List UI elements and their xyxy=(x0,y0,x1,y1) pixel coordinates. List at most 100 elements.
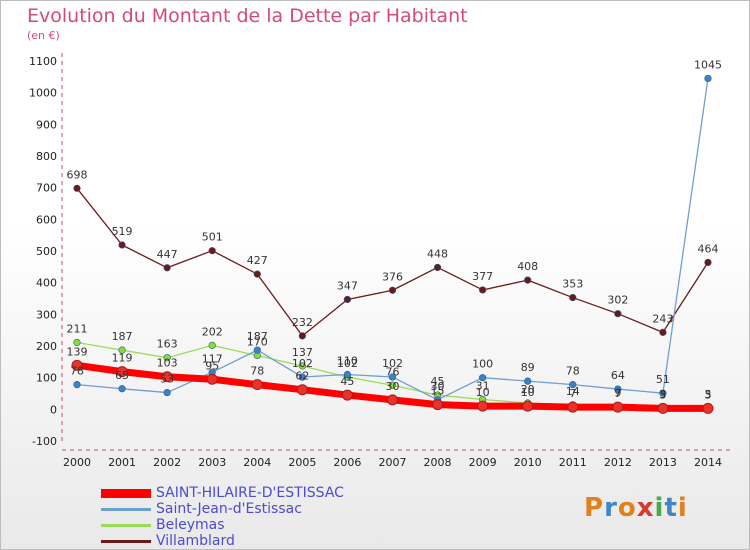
x-tick-label: 2002 xyxy=(153,456,181,469)
logo-letter: P xyxy=(584,493,605,523)
data-point xyxy=(343,295,352,304)
proxiti-logo: Proxiti xyxy=(584,493,688,523)
data-label: 211 xyxy=(67,323,88,336)
data-point xyxy=(163,388,171,397)
data-point xyxy=(433,263,442,272)
y-tick-label: -100 xyxy=(32,435,57,448)
x-tick-label: 2000 xyxy=(63,456,91,469)
data-label: 51 xyxy=(656,373,670,386)
legend-swatch xyxy=(101,489,151,498)
logo-letter: o xyxy=(617,493,637,523)
data-label: 100 xyxy=(472,358,493,371)
chart-axes: -100 0 100 200 300 400 500 600 700 800 900 1000 1100… xyxy=(29,53,731,469)
data-point xyxy=(118,241,126,249)
data-label: 15 xyxy=(431,385,445,398)
data-label: 427 xyxy=(247,254,268,267)
data-point xyxy=(206,373,218,385)
y-tick-label: 800 xyxy=(36,150,57,163)
data-point xyxy=(208,341,216,349)
x-tick-label: 2011 xyxy=(559,456,587,469)
x-tick-label: 2003 xyxy=(198,456,226,469)
data-label: 89 xyxy=(521,361,535,374)
data-label: 45 xyxy=(340,375,354,388)
data-point xyxy=(253,270,261,278)
data-label: 448 xyxy=(427,247,448,260)
data-point xyxy=(298,332,306,340)
data-label: 376 xyxy=(382,270,403,283)
data-label: 7 xyxy=(614,387,621,400)
data-label: 110 xyxy=(337,355,358,368)
data-point xyxy=(657,402,669,414)
data-label: 447 xyxy=(157,248,178,261)
x-tick-label: 2004 xyxy=(243,456,271,469)
y-tick-label: 100 xyxy=(36,372,57,385)
data-point xyxy=(479,286,487,294)
legend-label: Villamblard xyxy=(156,533,235,549)
data-label: 64 xyxy=(611,369,625,382)
y-tick-label: 500 xyxy=(36,245,57,258)
data-label: 187 xyxy=(112,330,133,343)
x-tick-label: 2014 xyxy=(694,456,722,469)
data-label: 137 xyxy=(292,346,313,359)
data-point xyxy=(388,286,397,294)
data-point xyxy=(161,371,173,383)
data-label: 76 xyxy=(385,365,399,378)
logo-letter: t xyxy=(664,493,678,523)
y-tick-label: 600 xyxy=(36,213,57,226)
data-label: 408 xyxy=(517,260,538,273)
x-tick-label: 2012 xyxy=(604,456,632,469)
x-tick-label: 2008 xyxy=(424,456,452,469)
data-point xyxy=(704,74,712,83)
data-point xyxy=(479,374,487,382)
data-label: 232 xyxy=(292,316,313,329)
data-point xyxy=(704,258,712,267)
data-label: 20 xyxy=(521,383,535,396)
data-label: 30 xyxy=(431,380,445,393)
data-label: 78 xyxy=(70,365,84,378)
data-labels-layer: 139 119 103 95 78 62 45 30 15 10 10 7 7 3 378 65 5311718… xyxy=(67,58,722,401)
legend-swatch xyxy=(101,524,151,527)
data-point xyxy=(163,354,171,362)
data-label: 30 xyxy=(385,380,399,393)
data-label: 14 xyxy=(566,385,580,398)
x-tick-label: 2013 xyxy=(649,456,677,469)
data-point xyxy=(569,381,577,389)
data-label: 3 xyxy=(659,388,666,401)
data-point xyxy=(73,338,81,347)
y-tick-label: 0 xyxy=(50,403,57,416)
logo-letter: r xyxy=(604,493,618,523)
chart-title: Evolution du Montant de la Dette par Hab… xyxy=(27,5,468,27)
data-point xyxy=(343,370,352,379)
logo-letter: x xyxy=(636,493,655,523)
data-label: 1045 xyxy=(694,58,722,71)
data-point xyxy=(702,402,714,414)
data-label: 5 xyxy=(704,388,711,401)
data-label: 347 xyxy=(337,279,358,292)
y-tick-label: 400 xyxy=(36,277,57,290)
data-label: 302 xyxy=(607,294,628,307)
data-point xyxy=(524,377,532,385)
data-label: 78 xyxy=(566,365,580,378)
data-point xyxy=(341,389,353,401)
data-label: 103 xyxy=(157,357,178,370)
y-tick-label: 700 xyxy=(36,182,57,195)
data-label: 5 xyxy=(659,388,666,401)
data-label: 102 xyxy=(292,357,313,370)
data-label: 102 xyxy=(337,357,358,370)
data-label: 163 xyxy=(157,338,178,351)
data-label: 7 xyxy=(569,387,576,400)
data-label: 519 xyxy=(112,225,133,238)
data-label: 377 xyxy=(472,270,493,283)
data-label: 3 xyxy=(704,388,711,401)
data-point xyxy=(388,373,397,381)
data-label: 243 xyxy=(652,312,673,325)
data-point xyxy=(163,264,171,272)
legend-swatch xyxy=(101,540,151,543)
data-point xyxy=(118,385,126,393)
data-label: 102 xyxy=(382,357,403,370)
data-point xyxy=(298,373,306,381)
data-point xyxy=(524,276,532,284)
data-label: 45 xyxy=(431,375,445,388)
